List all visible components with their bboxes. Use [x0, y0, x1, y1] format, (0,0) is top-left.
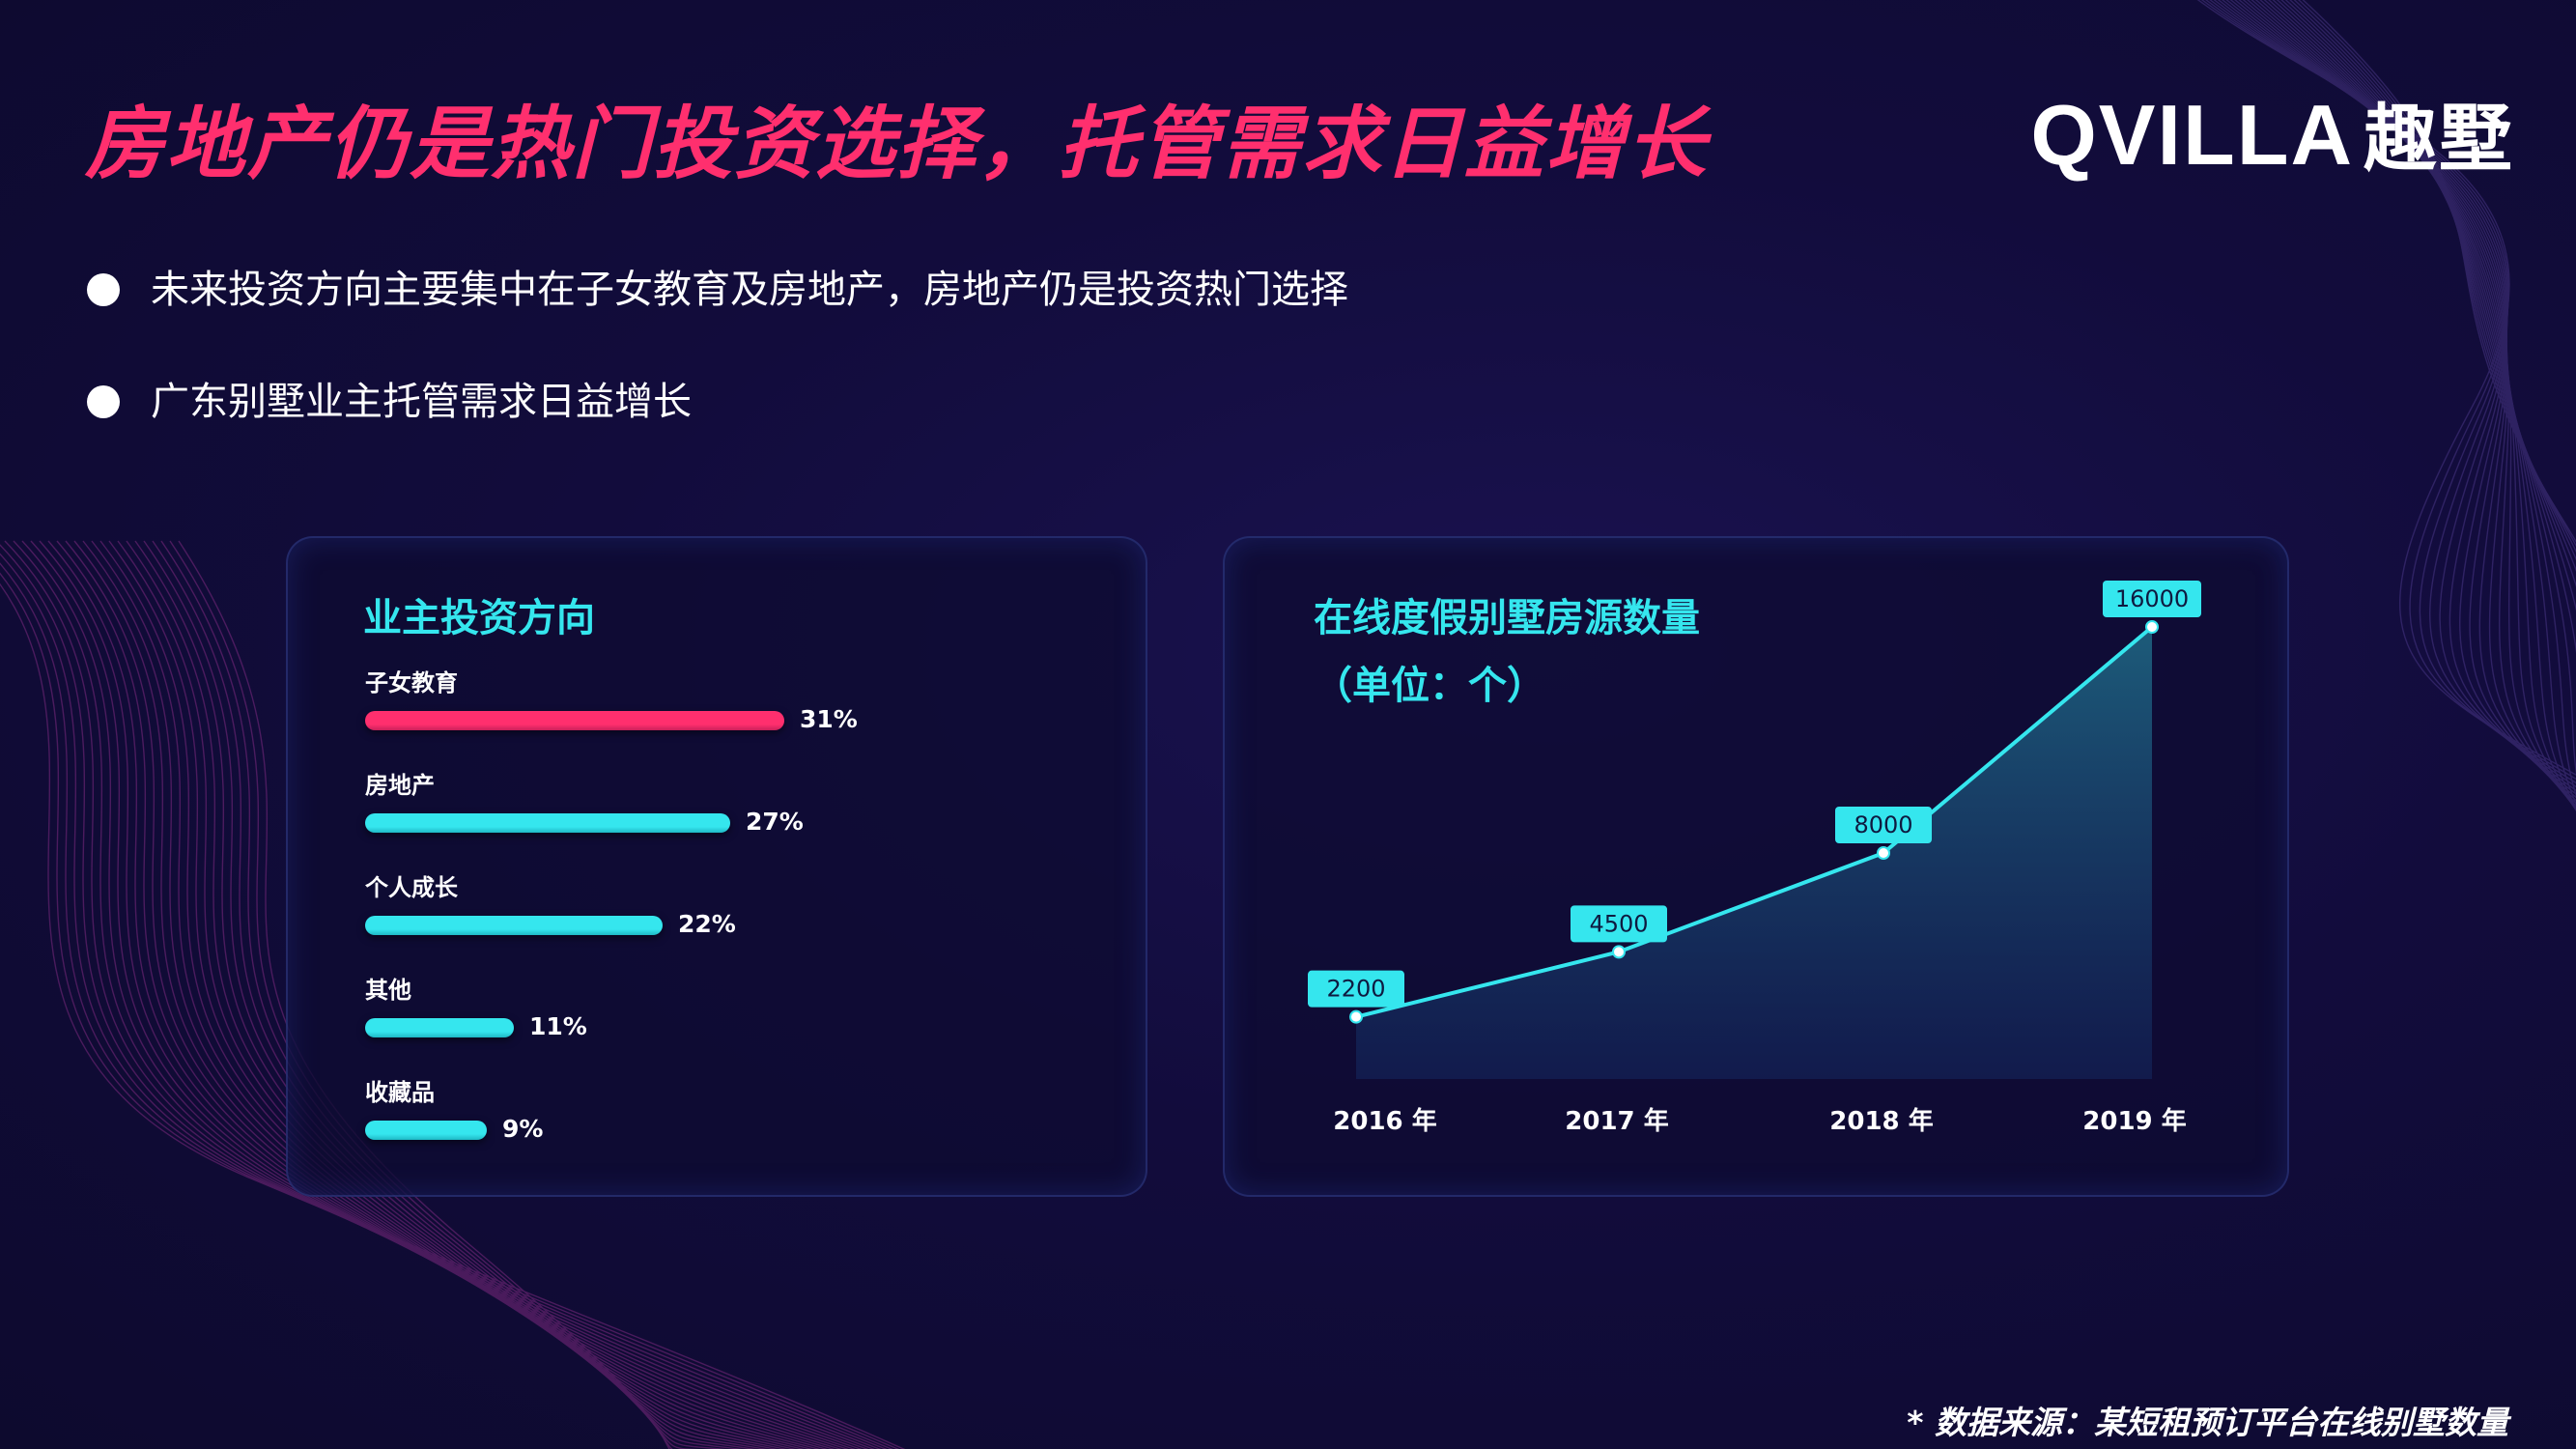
bar-row: 收藏品 9% [365, 1073, 543, 1143]
data-label: 16000 [2115, 585, 2189, 612]
data-source-note: * 数据来源：某短租预订平台在线别墅数量 [1907, 1404, 2508, 1441]
bar-track: 11% [365, 1012, 587, 1040]
bar-track: 9% [365, 1115, 543, 1143]
bullet-item: 未来投资方向主要集中在子女教育及房地产，房地产仍是投资热门选择 [87, 261, 1348, 319]
logo-latin: QVILLA [2030, 87, 2354, 183]
listings-area-chart: 2200 4500 8000 16000 2016 年 2017 年 2018 年 2019 … [1308, 581, 2201, 1136]
investment-direction-panel: 业主投资方向 子女教育 31% 房地产 27% 个人成长 22% 其他 11% 收藏品 9% [286, 536, 1147, 1197]
logo-cn: 趣墅 [2364, 96, 2514, 182]
data-label-box [2103, 581, 2201, 617]
bar-row: 子女教育 31% [365, 664, 858, 733]
bullet-dot-icon [87, 273, 120, 306]
data-label: 8000 [1854, 811, 1912, 838]
series-line [1355, 625, 2154, 1019]
data-point [1877, 846, 1890, 860]
bar-value-label: 27% [746, 808, 804, 836]
bar-category-label: 个人成长 [365, 874, 458, 901]
data-point [2145, 620, 2159, 634]
bar-value-label: 22% [678, 910, 736, 938]
bar-category-label: 房地产 [365, 772, 435, 799]
bar-row: 其他 11% [365, 971, 587, 1040]
data-label-box [1308, 970, 1404, 1008]
listings-chart-title: 在线度假别墅房源数量 [1314, 596, 1700, 640]
x-tick-label: 2017 年 [1565, 1106, 1668, 1136]
brand-logo: QVILLA 趣墅 [2030, 79, 2514, 185]
bar-row: 个人成长 22% [365, 868, 736, 938]
bar-category-label: 收藏品 [365, 1079, 435, 1106]
bar [365, 813, 730, 833]
data-label: 4500 [1589, 910, 1648, 937]
page-title: 房地产仍是热门投资选择，托管需求日益增长 [85, 99, 1708, 190]
bar-row: 房地产 27% [365, 766, 804, 836]
x-tick-label: 2016 年 [1333, 1106, 1436, 1136]
bullet-dot-icon [87, 385, 120, 418]
data-point [1612, 945, 1626, 959]
bar [365, 1121, 487, 1140]
bullet-item: 广东别墅业主托管需求日益增长 [87, 373, 1348, 431]
bar [365, 1018, 514, 1037]
x-tick-label: 2018 年 [1829, 1106, 1933, 1136]
villa-listings-panel: 在线度假别墅房源数量 （单位：个） 2200 4500 8000 16000 2016 … [1223, 536, 2289, 1197]
bullet-text: 未来投资方向主要集中在子女教育及房地产，房地产仍是投资热门选择 [151, 268, 1348, 312]
investment-chart-title: 业主投资方向 [363, 596, 595, 640]
data-label: 2200 [1326, 976, 1385, 1003]
data-label-box [1571, 905, 1667, 943]
listings-chart-subtitle: （单位：个） [1314, 664, 1545, 708]
data-label-box [1835, 807, 1932, 843]
data-point [1349, 1009, 1363, 1024]
bar-value-label: 11% [529, 1012, 587, 1040]
bar [365, 711, 784, 730]
bar-track: 22% [365, 910, 736, 938]
bar-value-label: 9% [502, 1115, 544, 1143]
area-fill [1356, 627, 2152, 1079]
bullet-list: 未来投资方向主要集中在子女教育及房地产，房地产仍是投资热门选择 广东别墅业主托管… [87, 261, 1348, 485]
x-tick-label: 2019 年 [2082, 1106, 2186, 1136]
bar-value-label: 31% [800, 705, 858, 733]
bullet-text: 广东别墅业主托管需求日益增长 [151, 380, 692, 424]
bar-category-label: 其他 [365, 977, 411, 1004]
bar [365, 916, 663, 935]
bar-track: 27% [365, 808, 804, 836]
bar-category-label: 子女教育 [365, 669, 458, 696]
bar-track: 31% [365, 705, 858, 733]
